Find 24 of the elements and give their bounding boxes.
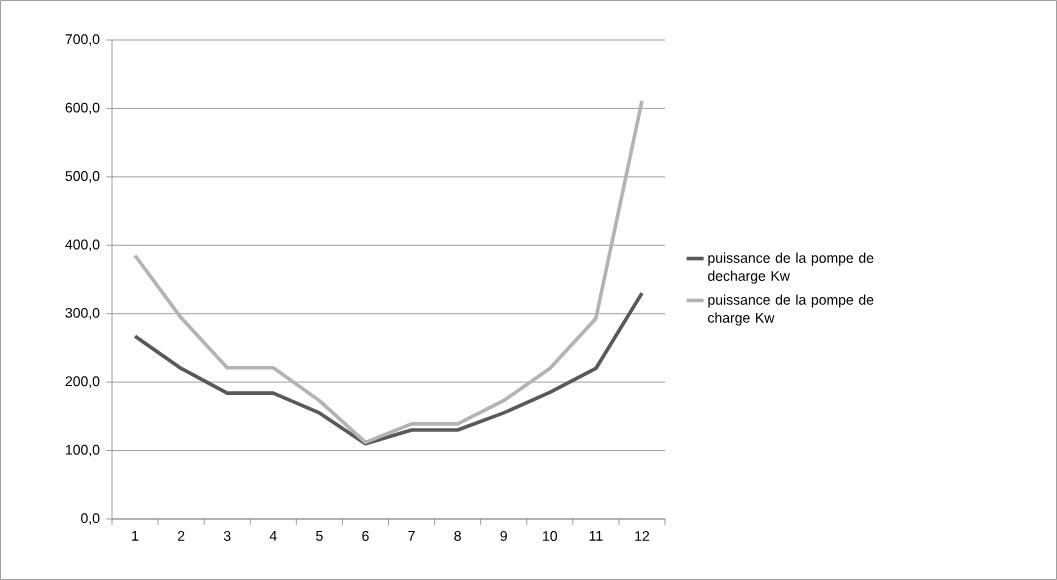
x-tick-label: 7 xyxy=(408,531,415,541)
line-series xyxy=(133,291,644,446)
y-tick-label: 100,0 xyxy=(66,444,100,457)
y-tick-label: 200,0 xyxy=(65,376,100,388)
y-tick-label: 300,0 xyxy=(65,307,100,320)
legend-label: puissance de la pompe de decharge Kw xyxy=(708,252,874,284)
y-tick-label: 700,0 xyxy=(65,34,100,46)
legend-label: puissance de la pompe de charge Kw xyxy=(708,294,874,326)
y-tick-label: 0,0 xyxy=(81,513,100,525)
y-tick-label: 500,0 xyxy=(65,171,100,183)
x-tick-label: 9 xyxy=(500,531,507,541)
y-tick-label: 400,0 xyxy=(65,239,100,252)
y-tick-label: 600,0 xyxy=(65,102,100,115)
line-series xyxy=(133,99,644,445)
x-tick-label: 2 xyxy=(177,531,185,541)
x-tick-label: 3 xyxy=(223,531,231,541)
x-tick-label: 1 xyxy=(132,531,139,541)
x-tick-label: 6 xyxy=(362,531,369,541)
x-tick-label: 11 xyxy=(589,531,603,541)
x-tick-label: 4 xyxy=(269,531,277,541)
x-tick-label: 10 xyxy=(543,531,558,541)
x-tick-label: 8 xyxy=(454,531,461,541)
x-tick-label: 5 xyxy=(316,531,323,541)
x-tick-label: 12 xyxy=(635,531,650,541)
